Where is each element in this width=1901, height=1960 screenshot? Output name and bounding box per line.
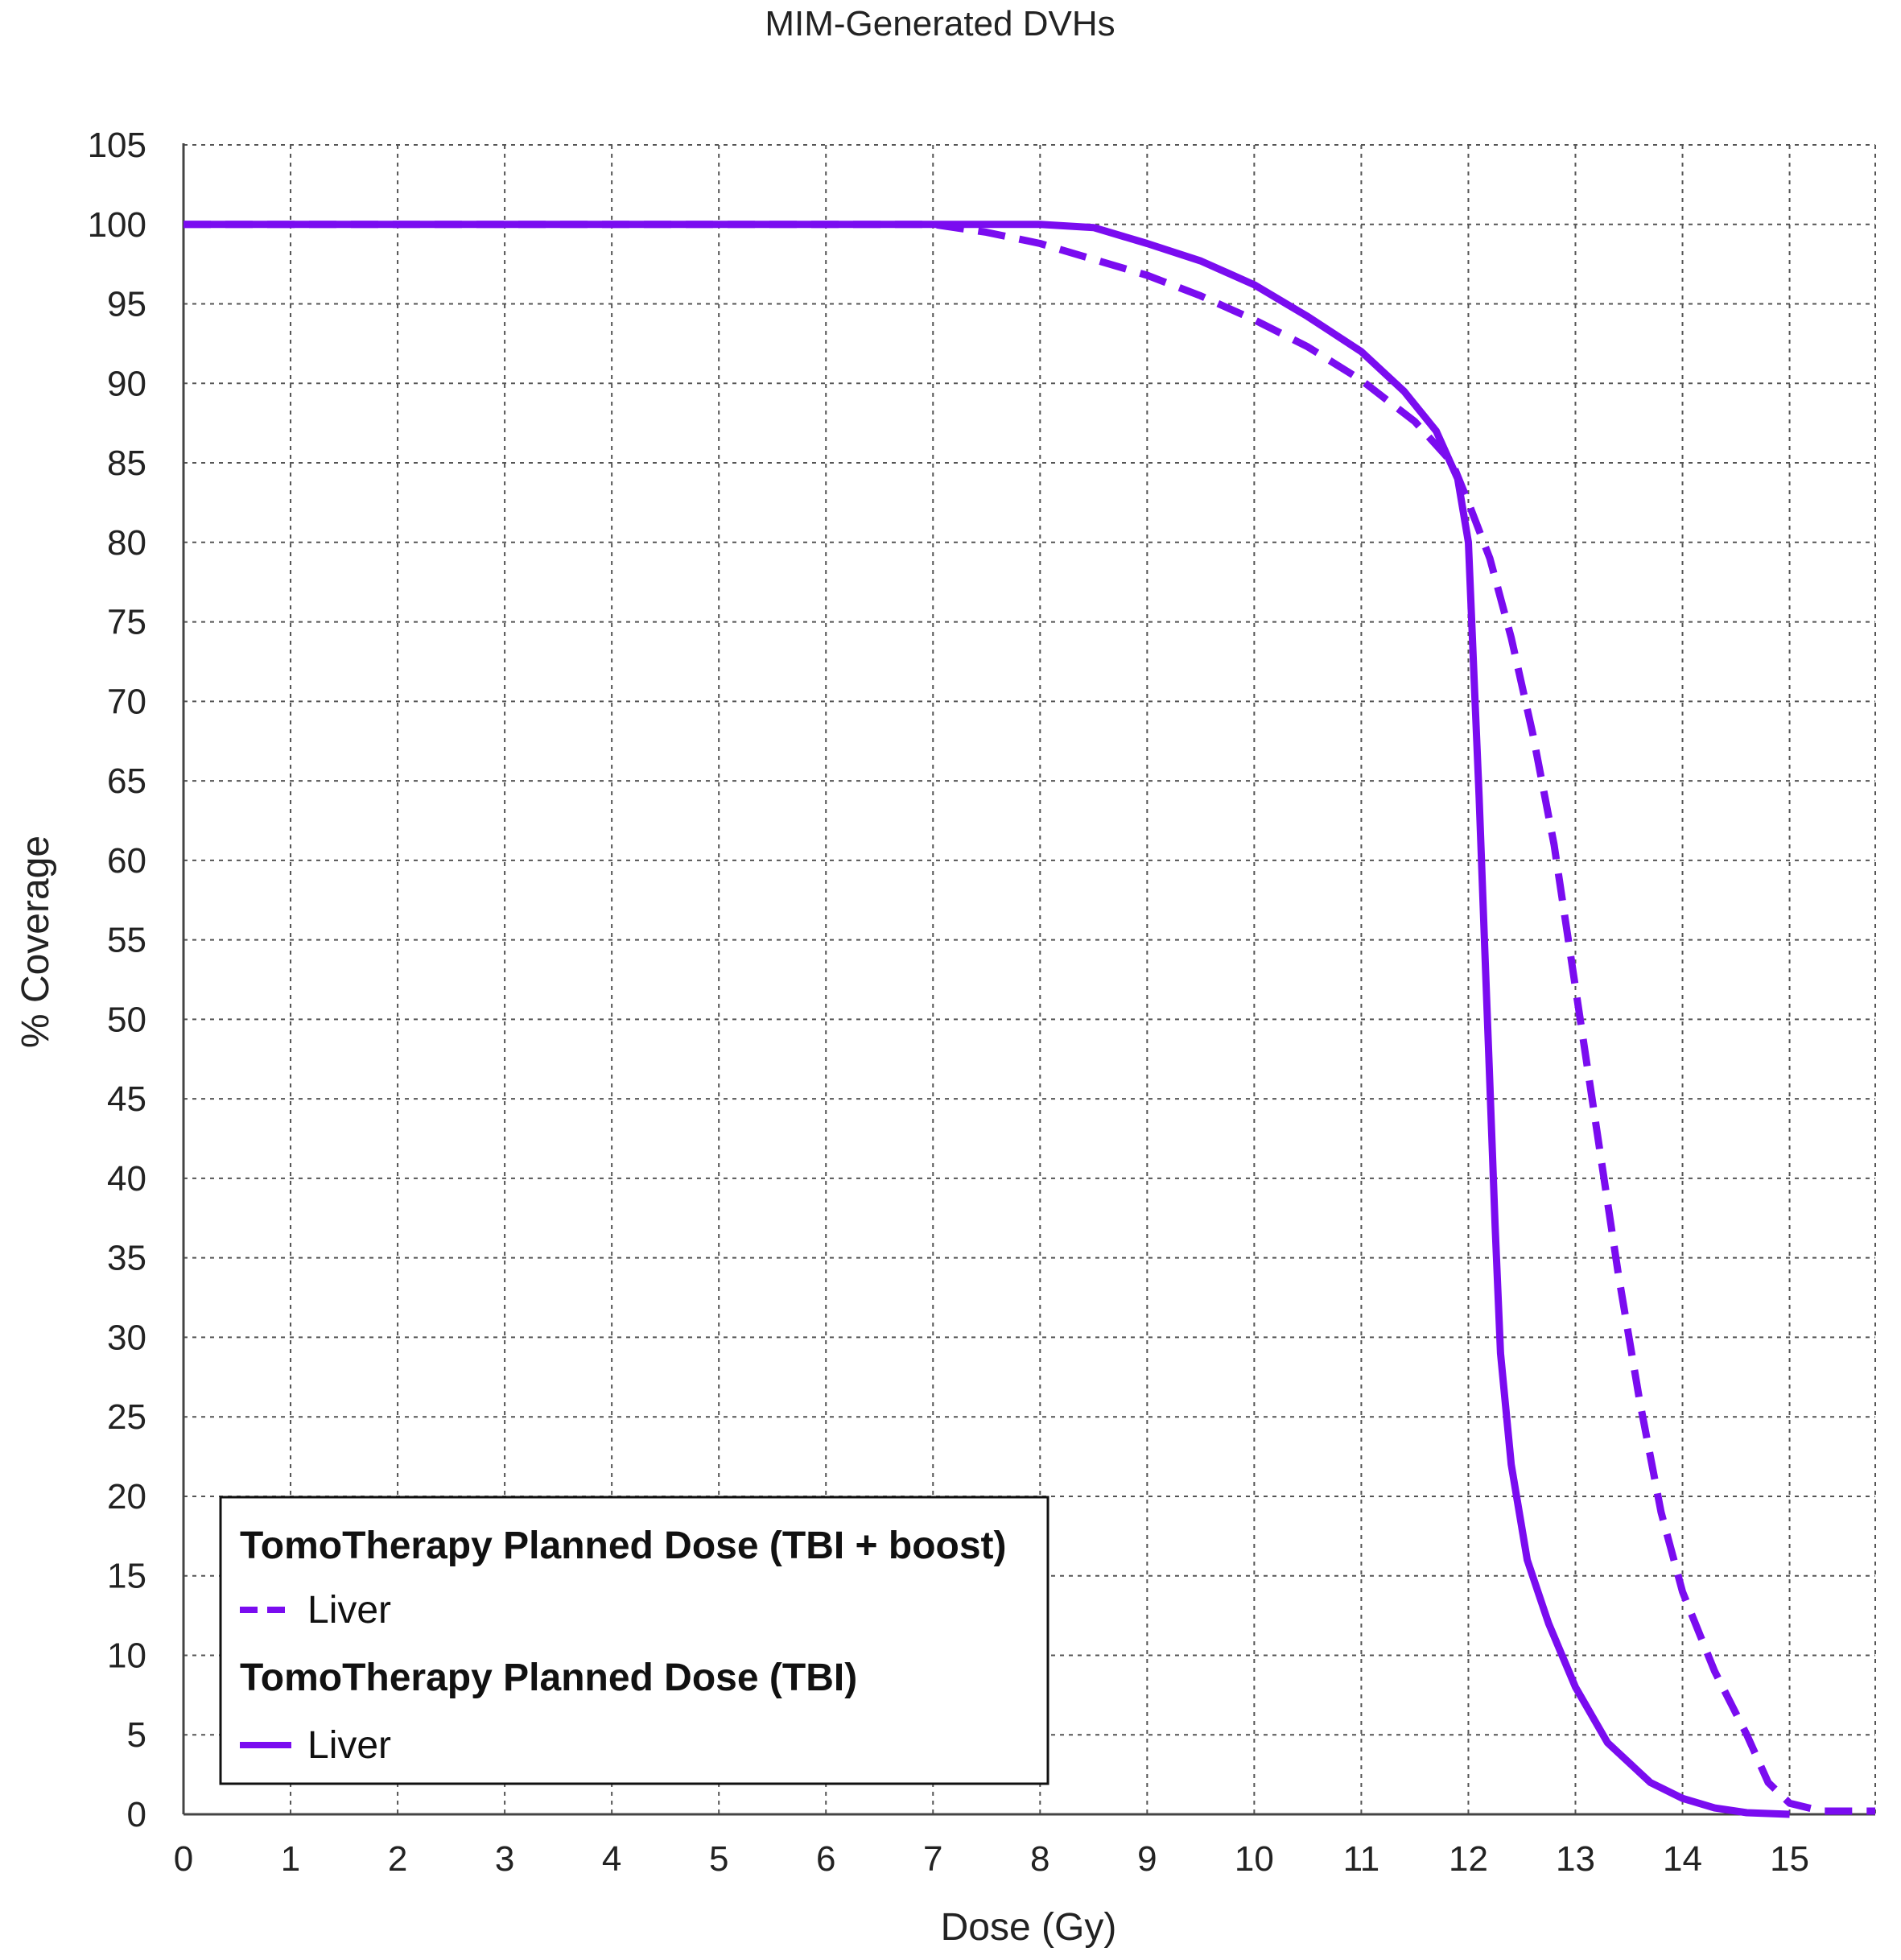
grid-lines bbox=[183, 144, 1876, 1815]
y-tick-label: 80 bbox=[107, 523, 146, 563]
y-tick-label: 70 bbox=[107, 682, 146, 721]
x-tick-label: 7 bbox=[923, 1839, 942, 1879]
x-axis-label: Dose (Gy) bbox=[941, 1906, 1117, 1949]
x-tick-label: 13 bbox=[1556, 1839, 1595, 1879]
y-tick-label: 30 bbox=[107, 1318, 146, 1357]
y-tick-label: 60 bbox=[107, 841, 146, 881]
legend-entry-label-boost: Liver bbox=[307, 1589, 391, 1632]
y-tick-label: 95 bbox=[107, 285, 146, 324]
legend-group-label-boost: TomoTherapy Planned Dose (TBI + boost) bbox=[240, 1525, 1007, 1567]
axes bbox=[182, 143, 1875, 1816]
legend-group-label-tbi: TomoTherapy Planned Dose (TBI) bbox=[240, 1657, 857, 1699]
x-tick-label: 15 bbox=[1770, 1839, 1809, 1879]
legend-entry-label-tbi: Liver bbox=[307, 1724, 391, 1767]
y-tick-label: 90 bbox=[107, 364, 146, 403]
y-tick-label: 25 bbox=[107, 1397, 146, 1437]
x-tick-label: 2 bbox=[388, 1839, 407, 1879]
x-tick-label: 4 bbox=[602, 1839, 621, 1879]
y-tick-label: 15 bbox=[107, 1557, 146, 1596]
x-tick-label: 11 bbox=[1343, 1839, 1380, 1879]
x-tick-label: 9 bbox=[1137, 1839, 1157, 1879]
y-tick-label: 100 bbox=[88, 205, 146, 245]
series-line-tbi-liver bbox=[184, 221, 1790, 1818]
chart-title: MIM-Generated DVHs bbox=[765, 4, 1115, 43]
series-line-tbi-boost-liver bbox=[184, 221, 1875, 1815]
x-tick-label: 6 bbox=[816, 1839, 835, 1879]
series-lines bbox=[184, 221, 1875, 1818]
y-tick-label: 0 bbox=[127, 1795, 146, 1834]
y-tick-label: 75 bbox=[107, 603, 146, 642]
x-tick-label: 1 bbox=[281, 1839, 300, 1879]
x-tick-label: 0 bbox=[174, 1839, 193, 1879]
legend-box bbox=[219, 1496, 1049, 1785]
y-tick-label: 45 bbox=[107, 1079, 146, 1119]
x-tick-label: 10 bbox=[1235, 1839, 1274, 1879]
y-tick-label: 35 bbox=[107, 1239, 146, 1278]
x-tick-label: 5 bbox=[709, 1839, 728, 1879]
y-tick-label: 5 bbox=[127, 1715, 146, 1755]
x-tick-label: 8 bbox=[1030, 1839, 1049, 1879]
x-tick-label: 14 bbox=[1663, 1839, 1702, 1879]
y-axis-label: % Coverage bbox=[14, 836, 57, 1048]
y-tick-label: 85 bbox=[107, 444, 146, 483]
y-tick-label: 20 bbox=[107, 1477, 146, 1516]
y-tick-label: 105 bbox=[88, 126, 146, 165]
y-tick-label: 50 bbox=[107, 1000, 146, 1039]
y-tick-label: 55 bbox=[107, 921, 146, 960]
legend: TomoTherapy Planned Dose (TBI + boost) L… bbox=[219, 1496, 1049, 1785]
y-tick-label: 40 bbox=[107, 1159, 146, 1199]
y-tick-label: 10 bbox=[107, 1636, 146, 1675]
x-tick-label: 12 bbox=[1449, 1839, 1488, 1879]
y-tick-label: 65 bbox=[107, 761, 146, 801]
tick-labels: 0 1 2 3 4 5 6 7 8 9 10 11 12 13 14 15051015202530354045… bbox=[88, 126, 1809, 1879]
x-tick-label: 3 bbox=[495, 1839, 514, 1879]
